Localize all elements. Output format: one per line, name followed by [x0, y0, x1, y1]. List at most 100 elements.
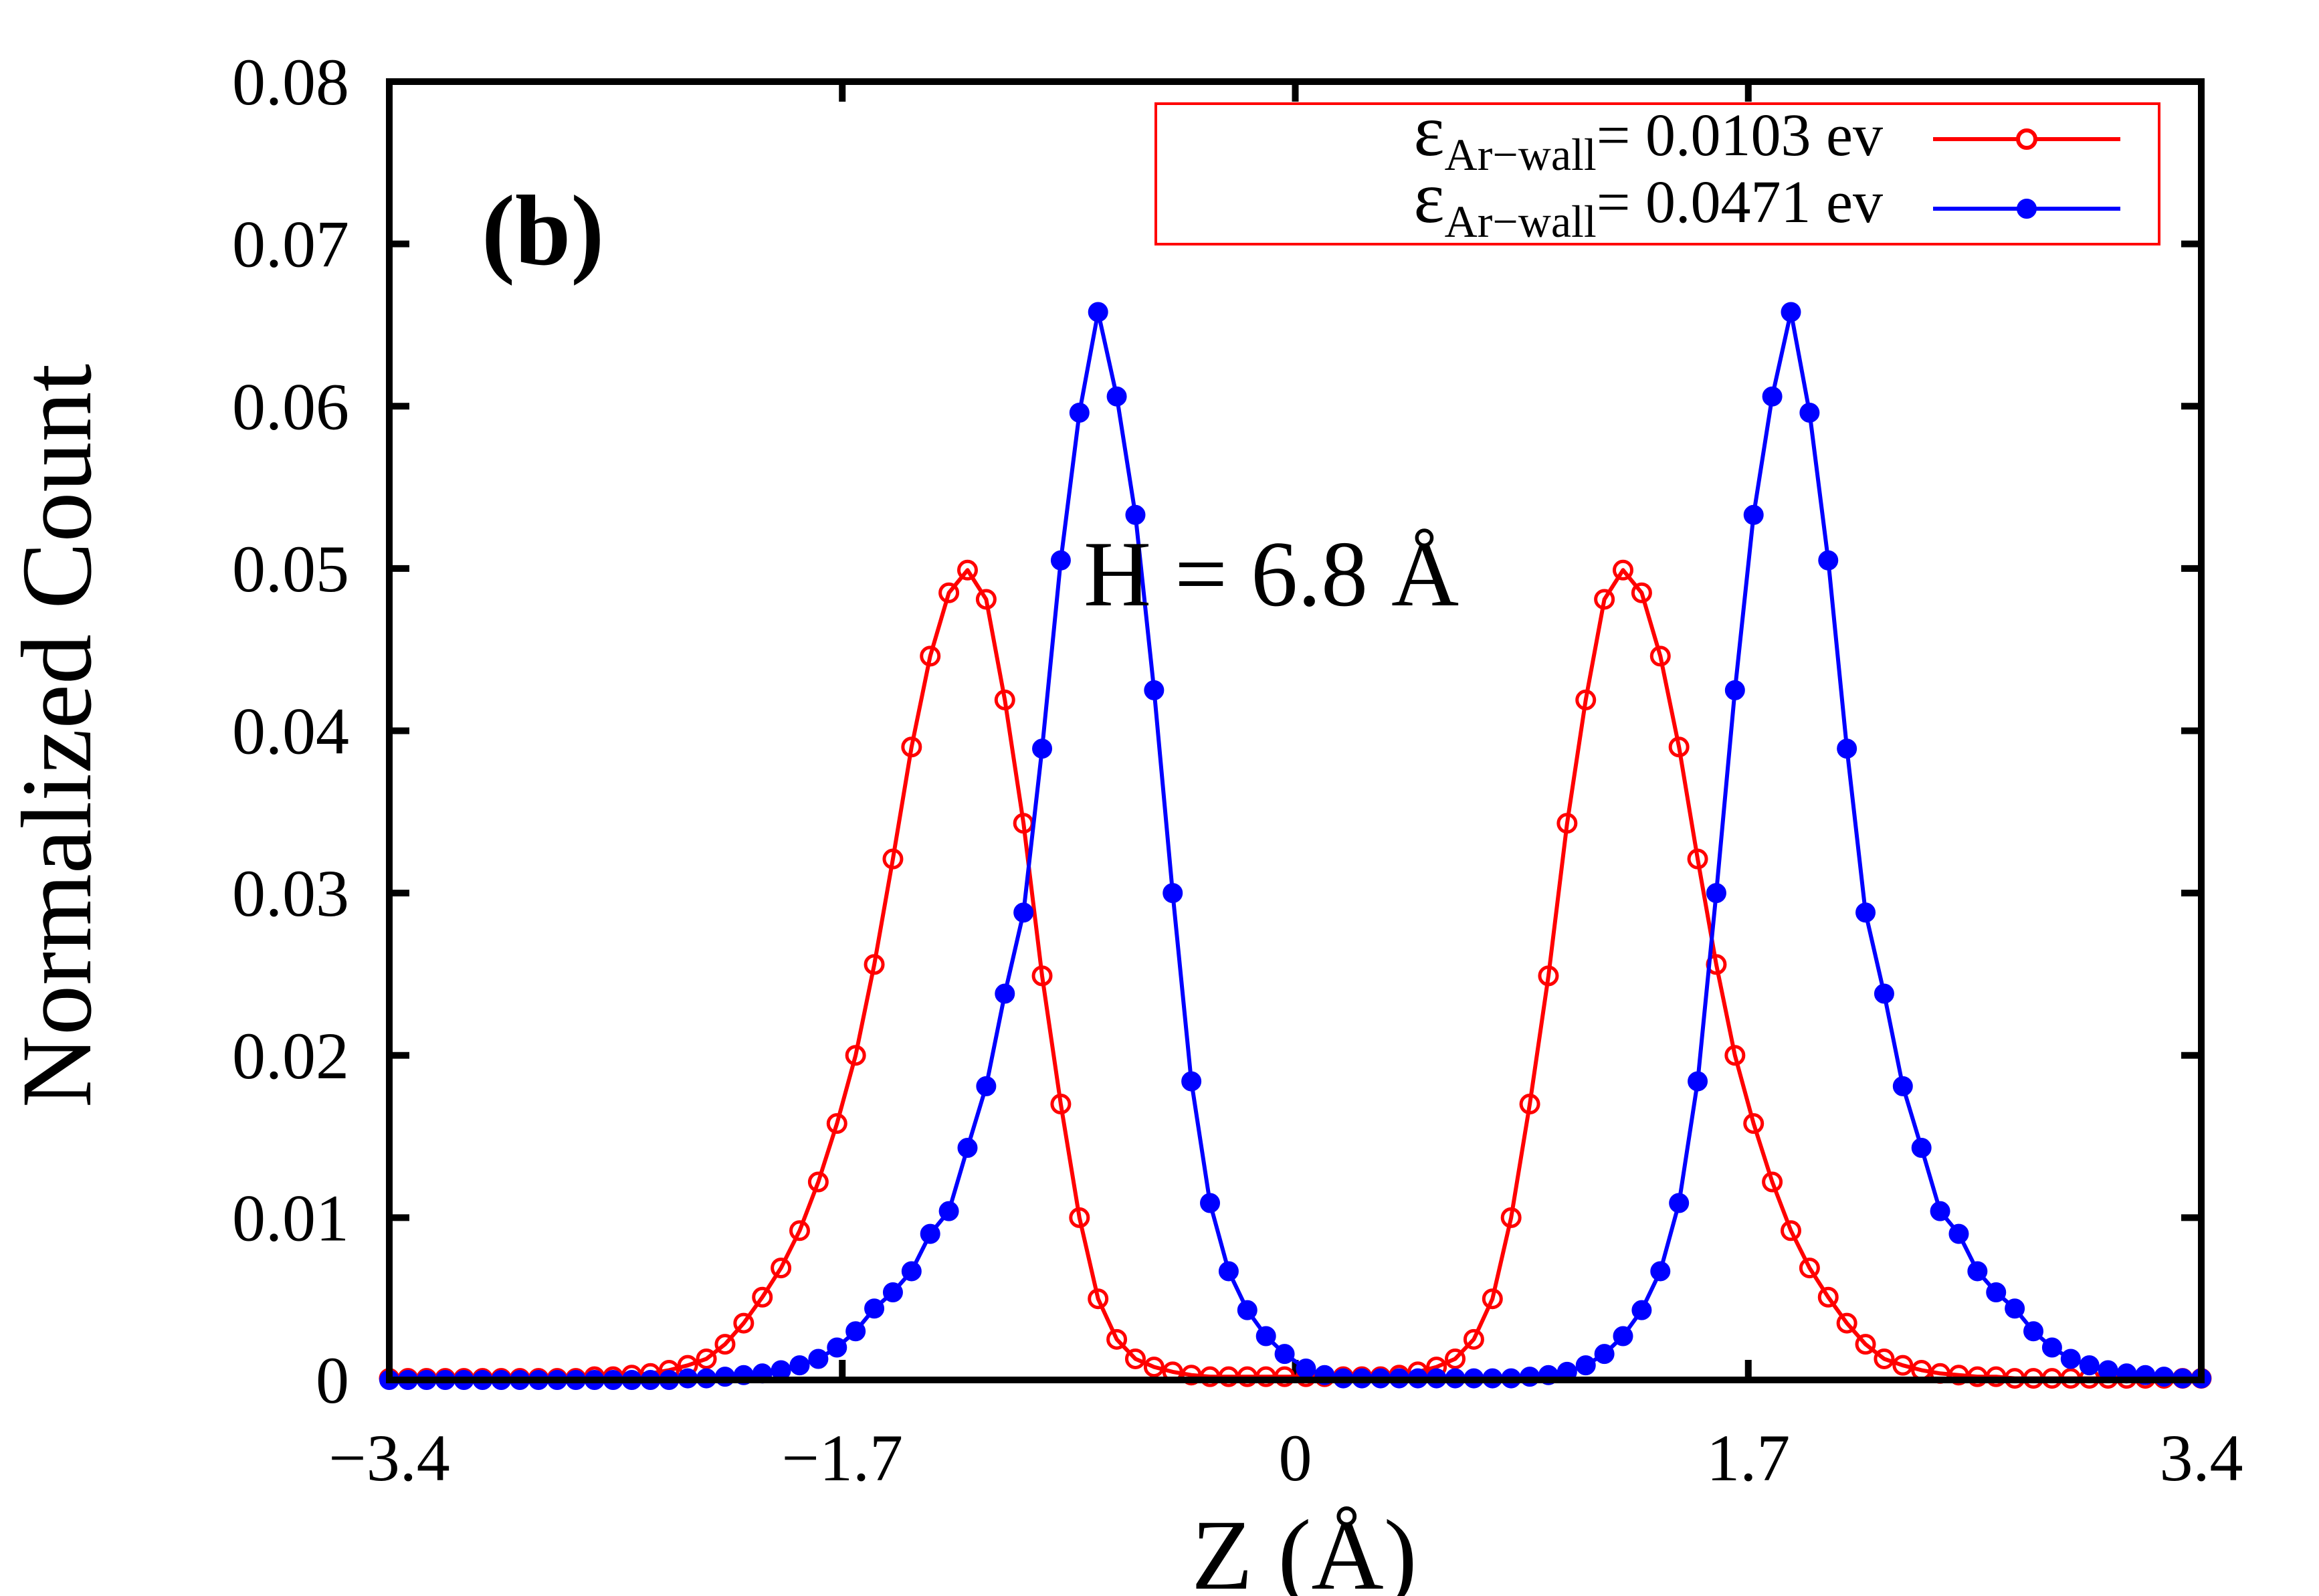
data-point: [1930, 1201, 1950, 1221]
x-axis: −3.4 −1.7 0 1.7 3.4: [328, 82, 2243, 1495]
data-point: [1631, 582, 1652, 603]
data-point: [1088, 302, 1108, 322]
data-point: [1050, 1094, 1072, 1115]
data-point: [1032, 738, 1053, 759]
x-tick-label: 1.7: [1706, 1421, 1790, 1495]
y-tick-label: 0.07: [232, 207, 349, 282]
data-point: [1274, 1344, 1295, 1365]
data-point: [1069, 1207, 1090, 1228]
data-point: [1069, 402, 1090, 423]
data-point: [901, 1261, 922, 1282]
data-point: [1519, 1094, 1540, 1115]
series-line: [389, 568, 2201, 1381]
series-2: [379, 302, 2211, 1390]
data-point: [1818, 550, 1839, 571]
data-point: [1031, 965, 1053, 987]
data-point: [1124, 1348, 1146, 1369]
data-point: [1594, 589, 1615, 610]
data-point: [1650, 1261, 1671, 1282]
legend-subscript-1: Ar−wall: [1445, 129, 1597, 180]
data-point: [1500, 1207, 1522, 1228]
data-point: [1706, 883, 1726, 904]
data-point: [696, 1348, 717, 1369]
data-point: [1892, 1355, 1914, 1376]
data-point: [1874, 983, 1894, 1004]
x-tick-label: 3.4: [2160, 1421, 2243, 1495]
data-point: [1631, 1300, 1652, 1320]
legend-symbol-1: ε: [1413, 90, 1444, 171]
data-point: [1237, 1300, 1257, 1320]
data-point: [1799, 402, 1820, 423]
data-point: [1255, 1326, 1276, 1346]
y-tick-label: 0.02: [232, 1019, 349, 1093]
legend-box: [1154, 102, 2160, 245]
svg-text:εAr−wall= 0.0103 ev: εAr−wall= 0.0103 ev: [1413, 90, 1883, 180]
y-tick-label: 0.06: [232, 369, 349, 443]
data-point: [1724, 1045, 1746, 1066]
plot-frame: [386, 78, 2205, 1383]
data-point: [789, 1355, 810, 1376]
y-axis-title: Normalized Count: [1, 364, 112, 1108]
data-point: [1106, 1328, 1128, 1350]
legend-value-2: = 0.0471 ev: [1597, 169, 1883, 235]
annotation-label: H = 6.8 Å: [1084, 522, 1459, 626]
series-1: [379, 559, 2212, 1389]
data-point: [920, 1223, 940, 1244]
data-point: [920, 645, 941, 667]
data-point: [1125, 504, 1146, 525]
data-point: [1781, 302, 1801, 322]
series-line: [389, 310, 2201, 1382]
data-point: [1762, 1171, 1783, 1193]
x-tick-label: 0: [1279, 1421, 1312, 1495]
data-point: [1463, 1328, 1484, 1350]
data-point: [938, 582, 960, 603]
data-point: [1181, 1071, 1202, 1092]
data-point: [1780, 1220, 1801, 1241]
data-point: [1762, 386, 1783, 407]
y-tick-label: 0.08: [232, 45, 349, 119]
x-axis-title: Z (Å): [1191, 1500, 1417, 1596]
y-axis: 0 0.01 0.02 0.03 0.04 0.05 0.06 0.07 0.08: [232, 45, 2201, 1417]
data-point: [1296, 1359, 1316, 1379]
data-point: [1668, 736, 1690, 758]
y-tick-label: 0.03: [232, 856, 349, 930]
data-point: [733, 1312, 754, 1334]
legend-entry-2: εAr−wall= 0.0471 ev: [1413, 157, 2120, 247]
data-point: [1538, 965, 1559, 987]
data-point: [2023, 1321, 2044, 1342]
data-point: [752, 1286, 773, 1308]
data-point: [845, 1321, 866, 1342]
data-point: [864, 1298, 885, 1319]
data-point: [1143, 1357, 1165, 1378]
data-point: [1836, 1312, 1857, 1334]
data-point: [1649, 645, 1671, 667]
data-point: [1817, 1286, 1839, 1308]
legend-value-1: = 0.0103 ev: [1597, 102, 1883, 169]
data-point: [1013, 902, 1034, 923]
data-point: [1594, 1344, 1615, 1365]
y-tick-label: 0: [316, 1343, 349, 1417]
data-point: [1613, 1326, 1633, 1346]
data-point: [995, 983, 1015, 1004]
data-point: [1724, 680, 1745, 700]
data-point: [808, 1349, 829, 1369]
data-point: [1874, 1348, 1895, 1369]
data-point: [1106, 386, 1127, 407]
data-point: [789, 1220, 811, 1241]
data-point: [1743, 504, 1764, 525]
data-point: [1687, 848, 1708, 870]
data-point: [771, 1258, 792, 1279]
svg-text:εAr−wall= 0.0471 ev: εAr−wall= 0.0471 ev: [1413, 157, 1883, 247]
data-point: [1669, 1193, 1690, 1213]
data-point: [938, 1201, 959, 1221]
data-point: [807, 1171, 829, 1193]
data-point: [827, 1337, 847, 1358]
data-point: [1575, 1355, 1596, 1376]
legend-marker-2: [2017, 199, 2037, 219]
legend-symbol-2: ε: [1413, 157, 1444, 238]
data-point: [1575, 689, 1597, 710]
legend: εAr−wall= 0.0103 ev εAr−wall= 0.0471 ev: [1154, 90, 2160, 247]
data-point: [1743, 1113, 1765, 1134]
data-point: [882, 848, 904, 870]
data-point: [976, 1076, 997, 1096]
